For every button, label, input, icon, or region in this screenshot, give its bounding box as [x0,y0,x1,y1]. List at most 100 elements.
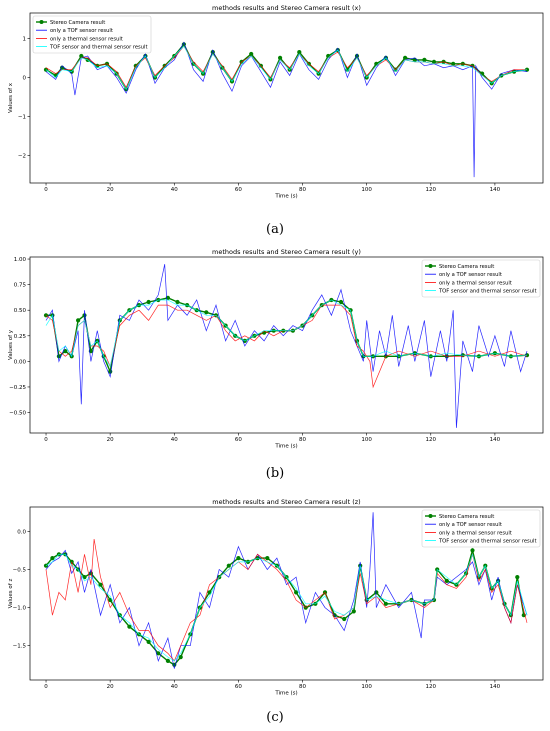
plot-area [43,264,530,428]
legend-label: Stereo Camera result [439,514,494,520]
data-point [451,61,456,66]
legend-label: only a thermal sensor result [439,530,512,536]
series-line-2 [45,538,528,662]
data-point [236,556,241,561]
data-point [178,655,183,660]
legend-label: TOF sensor and thermal sensor result [438,539,537,545]
series-line-1 [45,512,528,669]
y-tick-label: −1.0 [13,606,27,612]
data-point [165,658,170,664]
x-tick-label: 120 [426,187,437,193]
data-point [156,651,161,656]
x-axis-label: Time (s) [274,444,297,450]
series-line-0 [45,547,525,666]
legend-marker [39,20,44,24]
chart-title: methods results and Stereo Camera result… [212,248,361,256]
x-tick-label: 100 [361,187,372,193]
data-point [422,57,427,63]
series-line-3 [45,45,528,90]
data-point [383,601,388,606]
y-tick-label: 1 [23,36,27,42]
chart-x: methods results and Stereo Camera result… [8,4,544,200]
x-tick-label: 100 [361,437,372,443]
y-tick-label: −2 [18,154,26,160]
caption-a: (a) [266,222,284,237]
x-tick-label: 0 [44,187,48,193]
series-line-1 [45,264,528,428]
x-tick-label: 60 [235,187,242,193]
y-tick-label: −1 [18,115,26,121]
legend-marker [428,514,433,518]
data-point [338,299,344,305]
y-tick-label: −1.5 [13,644,27,650]
y-tick-label: 0.25 [14,334,27,340]
x-tick-label: 20 [107,187,114,193]
y-tick-label: 0.00 [14,359,27,365]
y-tick-label: 0 [23,75,27,81]
x-tick-label: 40 [171,187,178,193]
data-point [204,310,209,315]
x-tick-label: 140 [490,437,501,443]
data-point [76,318,81,323]
x-tick-label: 20 [107,684,114,690]
data-point [297,50,302,55]
legend-marker [428,264,433,268]
legend-label: Stereo Camera result [439,264,494,270]
y-tick-label: 1.00 [14,257,27,263]
data-point [342,616,347,622]
data-point [294,590,299,595]
x-tick-label: 40 [171,437,178,443]
legend-label: only a thermal sensor result [50,36,123,42]
chart-y: methods results and Stereo Camera result… [8,248,544,450]
x-tick-label: 100 [361,684,372,690]
data-point [98,582,103,587]
legend-label: Stereo Camera result [50,20,105,26]
plot-area [43,41,530,178]
y-tick-label: −0.25 [9,385,26,391]
y-tick-label: −0.50 [9,411,26,417]
data-point [515,575,520,580]
axes-frame [29,256,544,434]
data-point [470,548,475,553]
data-point [43,563,49,568]
series-line-1 [45,41,528,178]
legend-box [421,509,541,548]
data-point [265,556,270,561]
data-point [127,624,132,629]
legend-label: TOF sensor and thermal sensor result [49,45,148,51]
x-tick-label: 40 [171,684,178,690]
y-tick-label: 0.0 [17,529,26,535]
x-axis-label: Time (s) [274,691,297,697]
x-tick-label: 120 [426,437,437,443]
data-point [403,55,408,61]
data-point [351,609,356,614]
legend: Stereo Camera result only a TOF sensor re… [421,259,541,298]
axes-frame [29,12,544,184]
plot-area [43,512,528,669]
x-tick-label: 140 [490,187,501,193]
legend-label: only a TOF sensor result [439,522,502,528]
x-tick-label: 140 [490,684,501,690]
x-tick-label: 120 [426,684,437,690]
legend-box [32,15,152,54]
data-point [249,51,254,57]
x-tick-label: 60 [235,437,242,443]
x-tick-label: 80 [299,437,306,443]
data-point [374,590,379,595]
axes-frame [29,506,544,681]
legend: Stereo Camera result only a TOF sensor re… [32,15,152,54]
data-point [226,563,231,568]
chart-title: methods results and Stereo Camera result… [212,498,360,506]
legend: Stereo Camera result only a TOF sensor re… [421,509,541,548]
chart-z: methods results and Stereo Camera result… [8,498,544,697]
y-axis-label: Values of x [8,82,14,113]
data-point [50,556,55,561]
y-tick-label: 0.75 [14,283,27,289]
y-tick-label: 0.50 [14,308,27,314]
legend-label: only a TOF sensor result [439,272,502,278]
legend-label: only a thermal sensor result [439,280,512,286]
legend-box [421,259,541,298]
legend-label: only a TOF sensor result [50,28,113,34]
x-axis-label: Time (s) [274,194,297,200]
data-point [444,578,449,584]
